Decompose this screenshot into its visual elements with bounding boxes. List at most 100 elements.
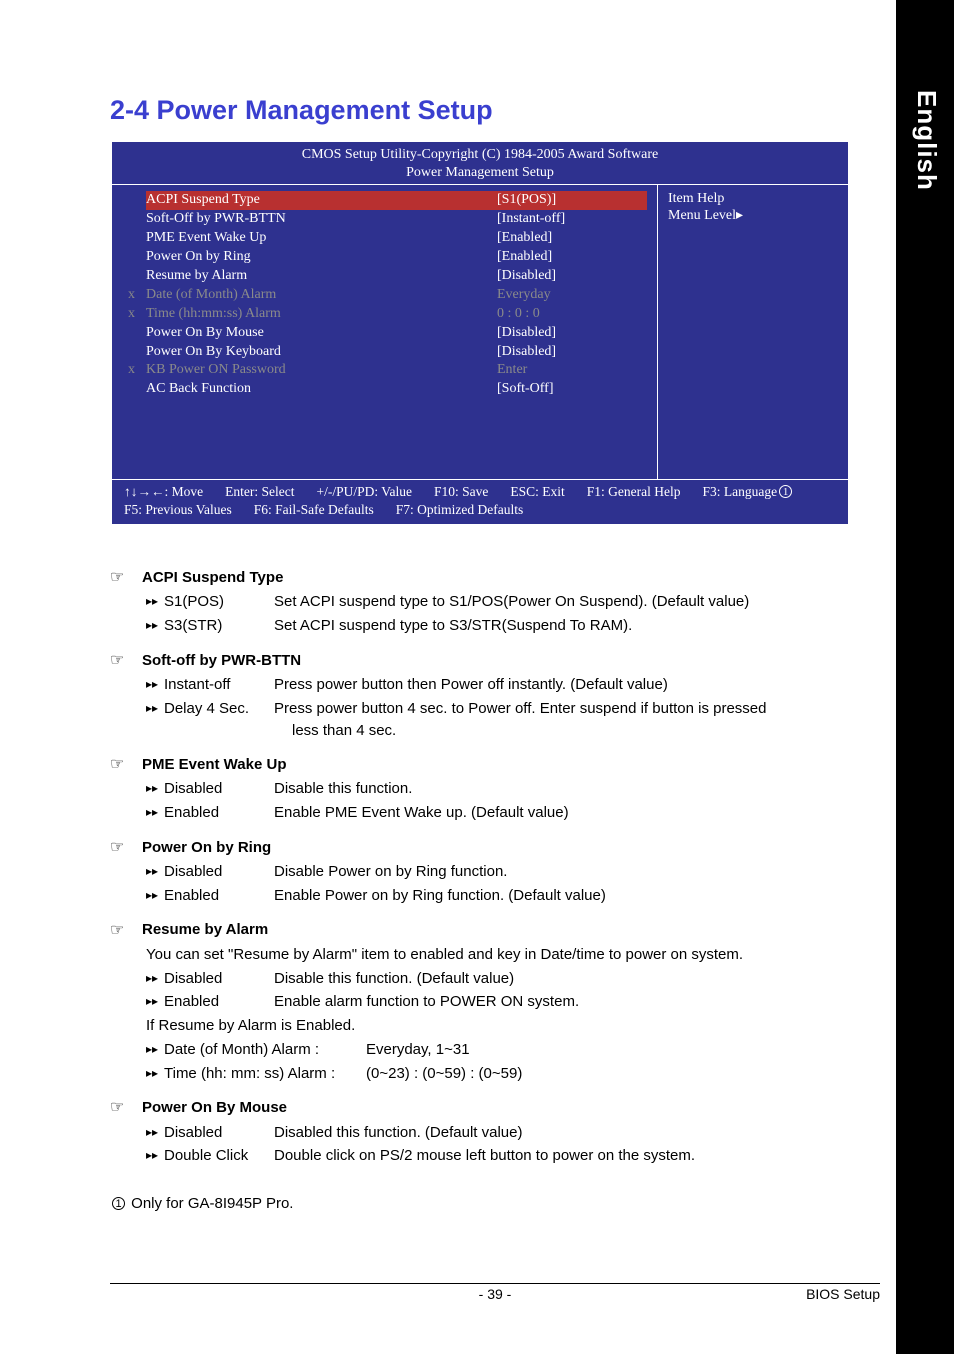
- hand-icon: ☞: [110, 919, 132, 942]
- option-key-text: Instant-off: [164, 674, 230, 696]
- bios-value: [Disabled]: [497, 267, 647, 286]
- page-content: 2-4 Power Management Setup CMOS Setup Ut…: [0, 0, 880, 1212]
- bios-prefix: x: [128, 305, 146, 324]
- footnote: 1 Only for GA-8I945P Pro.: [110, 1195, 795, 1212]
- bios-prefix: [128, 324, 146, 343]
- option-wide-row: ▸▸Time (hh: mm: ss) Alarm :(0~23) : (0~5…: [110, 1063, 795, 1085]
- bios-row: Soft-Off by PWR-BTTN[Instant-off]: [128, 210, 647, 229]
- double-arrow-icon: ▸▸: [146, 698, 164, 720]
- bios-screenshot: CMOS Setup Utility-Copyright (C) 1984-20…: [110, 140, 850, 526]
- bios-right-panel: Item Help Menu Level▸: [658, 185, 848, 479]
- option-key: ▸▸S1(POS): [146, 591, 274, 613]
- option-key: ▸▸Enabled: [146, 885, 274, 907]
- bios-prefix: [128, 191, 146, 210]
- option-title: ACPI Suspend Type: [142, 567, 283, 589]
- circled-num: 1: [779, 485, 792, 498]
- option-wide-desc: Everyday, 1~31: [366, 1039, 795, 1061]
- bios-value: 0 : 0 : 0: [497, 305, 647, 324]
- option-key: ▸▸Enabled: [146, 991, 274, 1013]
- double-arrow-icon: ▸▸: [146, 615, 164, 637]
- option-key: ▸▸Enabled: [146, 802, 274, 824]
- bios-footer-item: +/-/PU/PD: Value: [316, 484, 412, 500]
- double-arrow-icon: ▸▸: [146, 968, 164, 990]
- option-wide-desc: (0~23) : (0~59) : (0~59): [366, 1063, 795, 1085]
- option-desc: Enable PME Event Wake up. (Default value…: [274, 802, 795, 824]
- option-title: Power On by Ring: [142, 837, 271, 859]
- option-row: ▸▸Double ClickDouble click on PS/2 mouse…: [110, 1145, 795, 1167]
- option-title: PME Event Wake Up: [142, 754, 286, 776]
- option-desc: Disabled this function. (Default value): [274, 1122, 795, 1144]
- bios-header-line1: CMOS Setup Utility-Copyright (C) 1984-20…: [112, 146, 848, 164]
- double-arrow-icon: ▸▸: [146, 1039, 164, 1061]
- option-key-text: S3(STR): [164, 615, 222, 637]
- bios-value: [Soft-Off]: [497, 380, 647, 399]
- hand-icon: ☞: [110, 649, 132, 672]
- bios-footer-item: ESC: Exit: [510, 484, 564, 500]
- bios-left-panel: ACPI Suspend Type[S1(POS)]Soft-Off by PW…: [112, 185, 658, 479]
- option-desc: Disable this function.: [274, 778, 795, 800]
- option-wide-key-text: Time (hh: mm: ss) Alarm :: [164, 1063, 335, 1085]
- option-row: ▸▸EnabledEnable Power on by Ring functio…: [110, 885, 795, 907]
- double-arrow-icon: ▸▸: [146, 778, 164, 800]
- option-heading: ☞Power On by Ring: [110, 836, 795, 859]
- option-heading: ☞Power On By Mouse: [110, 1096, 795, 1119]
- bios-row: PME Event Wake Up[Enabled]: [128, 229, 647, 248]
- bios-header-line2: Power Management Setup: [112, 164, 848, 182]
- bios-prefix: [128, 343, 146, 362]
- option-after: If Resume by Alarm is Enabled.: [110, 1015, 795, 1037]
- option-wide-row: ▸▸Date (of Month) Alarm :Everyday, 1~31: [110, 1039, 795, 1061]
- option-key-text: S1(POS): [164, 591, 224, 613]
- bios-prefix: [128, 210, 146, 229]
- option-key-text: Enabled: [164, 885, 219, 907]
- bios-label: Power On By Keyboard: [146, 343, 497, 362]
- bios-row: ACPI Suspend Type[S1(POS)]: [128, 191, 647, 210]
- option-wide-key: ▸▸Date (of Month) Alarm :: [146, 1039, 366, 1061]
- option-key: ▸▸Double Click: [146, 1145, 274, 1167]
- option-wide-key-text: Date (of Month) Alarm :: [164, 1039, 319, 1061]
- page-footer: - 39 - BIOS Setup: [110, 1283, 880, 1302]
- option-wide-key: ▸▸Time (hh: mm: ss) Alarm :: [146, 1063, 366, 1085]
- hand-icon: ☞: [110, 753, 132, 776]
- bios-body: ACPI Suspend Type[S1(POS)]Soft-Off by PW…: [112, 185, 848, 479]
- bios-footer-item: Enter: Select: [225, 484, 294, 500]
- option-row: ▸▸EnabledEnable PME Event Wake up. (Defa…: [110, 802, 795, 824]
- bios-prefix: [128, 267, 146, 286]
- option-desc: Enable Power on by Ring function. (Defau…: [274, 885, 795, 907]
- bios-value: [Instant-off]: [497, 210, 647, 229]
- option-desc: Disable Power on by Ring function.: [274, 861, 795, 883]
- bios-prefix: x: [128, 361, 146, 380]
- bios-label: AC Back Function: [146, 380, 497, 399]
- double-arrow-icon: ▸▸: [146, 674, 164, 696]
- bios-label: ACPI Suspend Type: [146, 191, 497, 210]
- page-number: - 39 -: [110, 1286, 880, 1302]
- bios-value: [S1(POS)]: [497, 191, 647, 210]
- bios-footer-item: F10: Save: [434, 484, 488, 500]
- option-row: ▸▸Instant-offPress power button then Pow…: [110, 674, 795, 696]
- bios-header: CMOS Setup Utility-Copyright (C) 1984-20…: [112, 142, 848, 185]
- hand-icon: ☞: [110, 566, 132, 589]
- options-content: ☞ACPI Suspend Type▸▸S1(POS)Set ACPI susp…: [110, 566, 795, 1167]
- double-arrow-icon: ▸▸: [146, 991, 164, 1013]
- option-key: ▸▸Disabled: [146, 968, 274, 990]
- double-arrow-icon: ▸▸: [146, 861, 164, 883]
- bios-value: Everyday: [497, 286, 647, 305]
- option-key-text: Disabled: [164, 1122, 222, 1144]
- option-heading: ☞ PME Event Wake Up: [110, 753, 795, 776]
- option-desc: Press power button then Power off instan…: [274, 674, 795, 696]
- bios-prefix: x: [128, 286, 146, 305]
- bios-label: Time (hh:mm:ss) Alarm: [146, 305, 497, 324]
- bios-item-help: Item Help: [668, 191, 838, 207]
- bios-prefix: [128, 229, 146, 248]
- bios-row: Resume by Alarm[Disabled]: [128, 267, 647, 286]
- option-key: ▸▸Instant-off: [146, 674, 274, 696]
- option-key-text: Delay 4 Sec.: [164, 698, 249, 720]
- option-heading: ☞Resume by Alarm: [110, 919, 795, 942]
- bios-prefix: [128, 248, 146, 267]
- option-row: ▸▸EnabledEnable alarm function to POWER …: [110, 991, 795, 1013]
- option-row: ▸▸DisabledDisable this function. (Defaul…: [110, 968, 795, 990]
- bios-menu-level: Menu Level▸: [668, 207, 838, 224]
- option-key-text: Disabled: [164, 861, 222, 883]
- bios-value: [Enabled]: [497, 229, 647, 248]
- bios-label: Power On By Mouse: [146, 324, 497, 343]
- bios-label: Date (of Month) Alarm: [146, 286, 497, 305]
